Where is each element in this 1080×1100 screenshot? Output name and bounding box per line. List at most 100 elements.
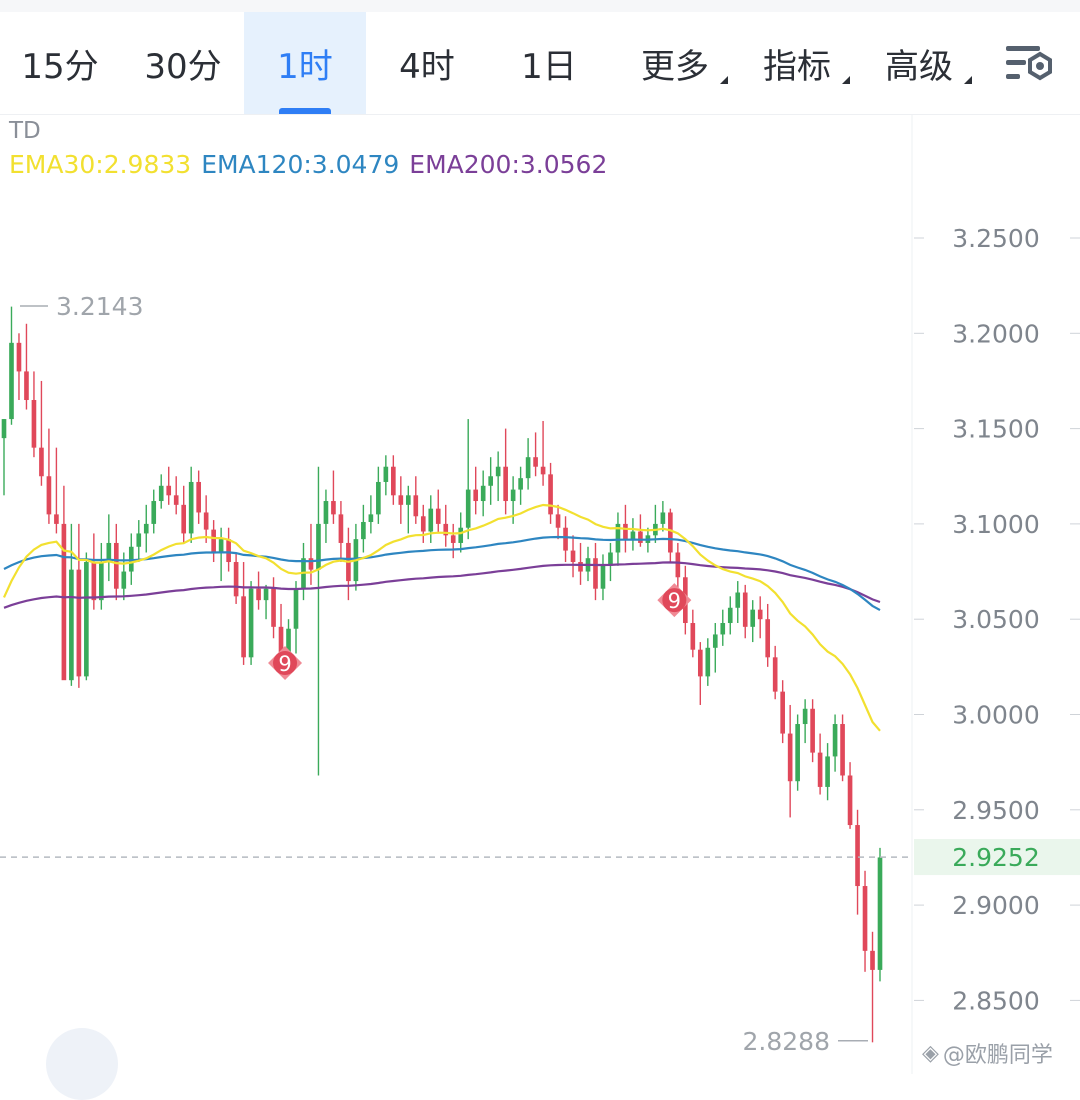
candle[interactable] (211, 520, 216, 563)
candle[interactable] (653, 504, 658, 543)
candle[interactable] (705, 638, 711, 686)
candle[interactable] (398, 476, 404, 524)
chart-settings-icon[interactable] (1000, 40, 1060, 88)
candle[interactable] (391, 455, 396, 505)
candle[interactable] (248, 581, 254, 665)
candlestick-chart[interactable]: 2.9252 3.2143 2.8288 9 9 3.2500 3.2000 3.1500 3… (0, 114, 1080, 1074)
candle[interactable] (428, 495, 434, 543)
candle[interactable] (181, 485, 187, 543)
candle[interactable] (548, 462, 553, 524)
candle[interactable] (346, 527, 351, 601)
candle[interactable] (308, 523, 314, 585)
candle[interactable] (226, 527, 231, 572)
candle[interactable] (61, 485, 67, 681)
candle[interactable] (675, 542, 681, 591)
candle[interactable] (817, 733, 823, 795)
candle[interactable] (870, 931, 875, 1043)
candle[interactable] (727, 596, 733, 635)
candle[interactable] (203, 495, 209, 543)
candle[interactable] (331, 470, 336, 524)
candle[interactable] (443, 504, 449, 547)
candle[interactable] (241, 562, 246, 665)
candle[interactable] (435, 489, 441, 534)
candle[interactable] (76, 523, 82, 688)
candle[interactable] (600, 554, 606, 601)
candle[interactable] (712, 623, 718, 673)
candle[interactable] (1, 419, 7, 496)
candle[interactable] (563, 516, 568, 563)
tab-indicators-dropdown[interactable]: 指标 (736, 12, 858, 114)
candle[interactable] (233, 552, 239, 604)
candle[interactable] (720, 609, 726, 646)
candle[interactable] (69, 523, 74, 686)
candle[interactable] (533, 432, 538, 477)
candle[interactable] (84, 552, 89, 681)
candle[interactable] (301, 542, 306, 601)
tab-30min[interactable]: 30分 (144, 46, 222, 87)
candle[interactable] (31, 371, 37, 458)
candle[interactable] (810, 699, 815, 763)
candle[interactable] (218, 527, 224, 582)
candle[interactable] (690, 609, 696, 658)
candle[interactable] (368, 495, 374, 534)
candle[interactable] (742, 584, 748, 639)
candle[interactable] (555, 504, 561, 540)
candle[interactable] (376, 466, 381, 524)
candle[interactable] (780, 680, 785, 744)
candle[interactable] (293, 581, 299, 654)
candle[interactable] (353, 523, 359, 591)
candle[interactable] (158, 474, 164, 509)
candle[interactable] (271, 577, 276, 639)
candle[interactable] (24, 323, 29, 410)
candle[interactable] (420, 504, 426, 543)
candle[interactable] (697, 642, 703, 705)
candle[interactable] (106, 514, 112, 582)
candle[interactable] (503, 428, 508, 515)
candle[interactable] (316, 466, 321, 776)
candle[interactable] (405, 485, 411, 534)
candle[interactable] (787, 704, 793, 818)
candle[interactable] (518, 466, 523, 505)
candle[interactable] (795, 714, 800, 791)
candle[interactable] (540, 420, 546, 486)
candle[interactable] (46, 428, 52, 524)
candle[interactable] (608, 542, 613, 582)
candle[interactable] (188, 466, 194, 543)
candle[interactable] (802, 699, 808, 744)
candle[interactable] (855, 809, 860, 915)
candle[interactable] (660, 501, 666, 532)
candle[interactable] (765, 603, 771, 667)
candle[interactable] (593, 542, 598, 601)
candle[interactable] (39, 380, 44, 486)
candle[interactable] (256, 571, 261, 610)
candle[interactable] (136, 520, 142, 563)
tab-15min[interactable]: 15分 (21, 46, 99, 87)
candle[interactable] (465, 419, 471, 540)
candle[interactable] (9, 306, 14, 425)
candle[interactable] (862, 870, 868, 972)
candle[interactable] (525, 438, 531, 490)
candle[interactable] (263, 584, 269, 620)
tab-1hour[interactable]: 1时 (244, 12, 366, 114)
tab-advanced-dropdown[interactable]: 高级 (858, 12, 980, 114)
candle[interactable] (361, 504, 366, 553)
candle[interactable] (668, 508, 673, 563)
candle[interactable] (166, 466, 172, 505)
candle[interactable] (143, 504, 149, 553)
candle[interactable] (54, 447, 59, 534)
candle[interactable] (847, 762, 853, 829)
candle[interactable] (99, 542, 104, 610)
candle[interactable] (750, 600, 756, 643)
tab-1day[interactable]: 1日 (521, 46, 577, 87)
td-sequential-marker[interactable]: 9 (268, 646, 303, 681)
candle[interactable] (877, 847, 883, 982)
candle[interactable] (196, 470, 201, 524)
candle[interactable] (473, 466, 479, 515)
candle[interactable] (338, 501, 344, 563)
candle[interactable] (450, 523, 456, 559)
td-sequential-marker[interactable]: 9 (657, 583, 692, 618)
candle[interactable] (16, 333, 22, 401)
candle[interactable] (488, 457, 493, 505)
candle[interactable] (840, 714, 845, 782)
candle[interactable] (735, 581, 741, 624)
